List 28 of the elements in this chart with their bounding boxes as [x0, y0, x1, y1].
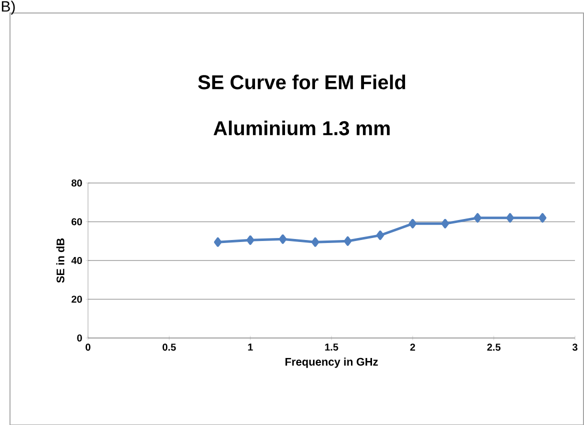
x-tick-label: 1	[248, 344, 253, 351]
text: B)	[2, 0, 15, 15]
y-axis-title: SE in dB	[56, 238, 64, 283]
point	[246, 235, 254, 245]
point	[278, 234, 287, 244]
point	[311, 237, 320, 247]
point	[376, 230, 384, 240]
chart-subtitle: Aluminium 1.3 mm	[214, 120, 390, 136]
x-tick-label: 2.5	[487, 344, 501, 351]
point	[408, 218, 417, 228]
y-tick-label: 60	[72, 218, 82, 226]
point	[214, 237, 222, 247]
point	[344, 236, 352, 246]
x-axis-title: Frequency in GHz	[285, 358, 378, 368]
x-tick-label: 1.5	[325, 344, 338, 351]
x-tick-label: 0.5	[162, 344, 176, 351]
y-tick-label: 0	[77, 334, 82, 342]
point	[538, 213, 546, 223]
chart-title: SE Curve for EM Field	[198, 74, 406, 90]
point	[474, 213, 482, 223]
x-tick-label: 0	[86, 344, 90, 351]
x-tick-label: 3	[572, 344, 578, 351]
y-tick-label: 20	[72, 296, 82, 303]
y-tick-label: 80	[72, 179, 82, 187]
point	[441, 218, 450, 228]
point	[506, 213, 514, 223]
x-tick-label: 2	[410, 344, 416, 351]
y-tick-label: 40	[71, 256, 82, 264]
